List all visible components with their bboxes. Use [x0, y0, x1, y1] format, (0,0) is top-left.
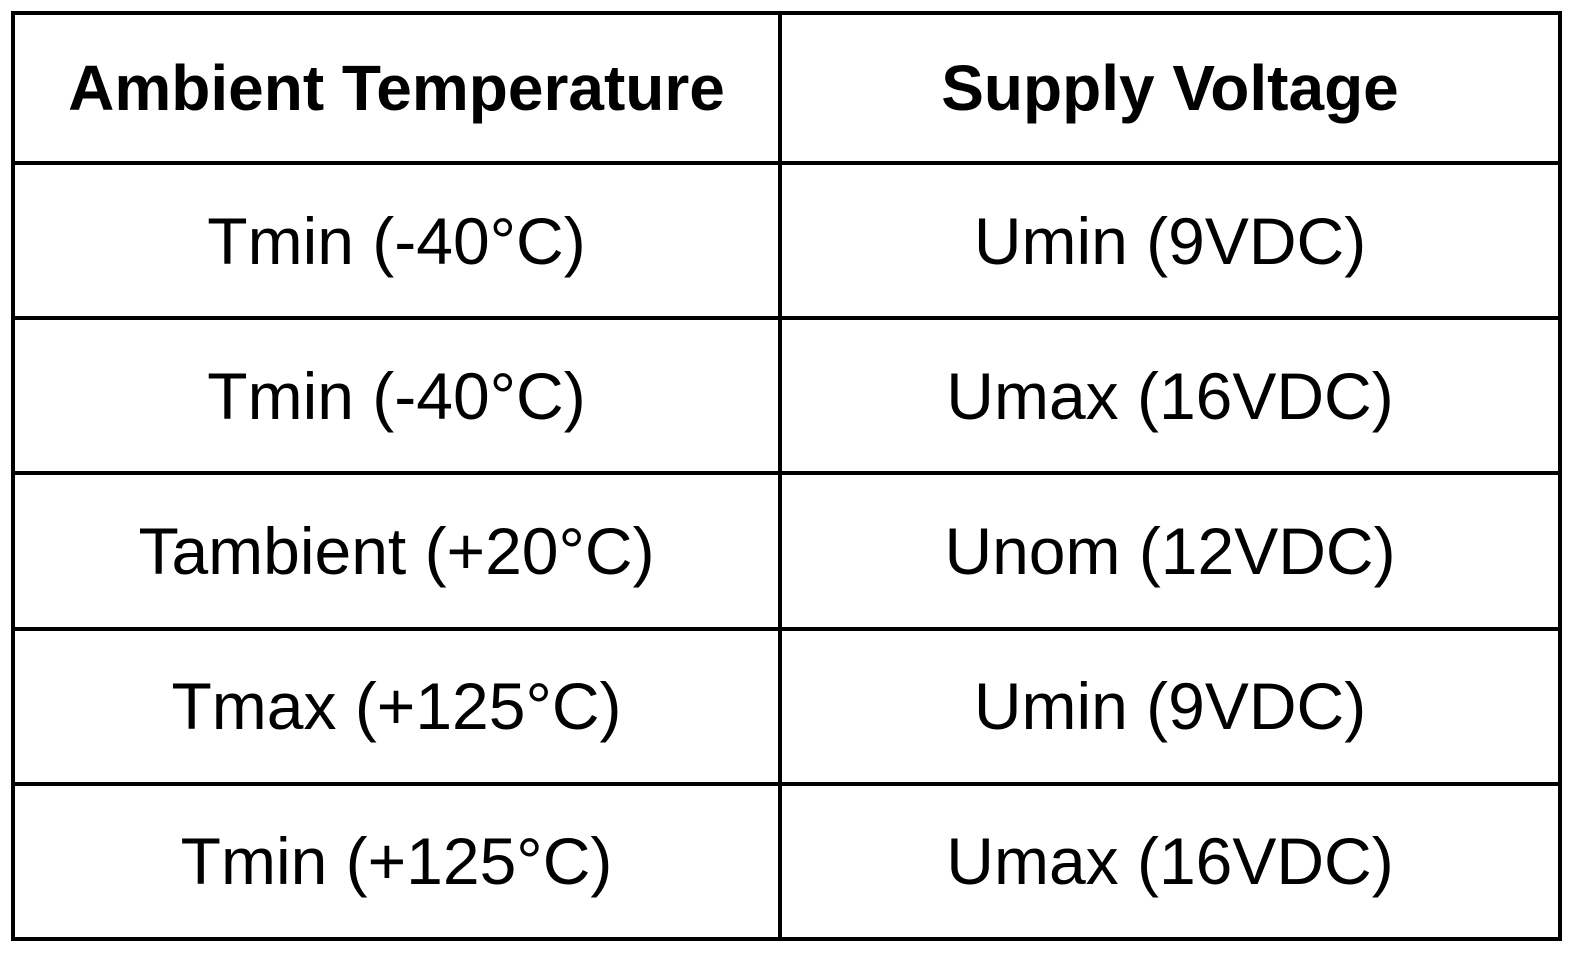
cell-ambient-temperature: Tmin (+125°C) — [11, 781, 782, 942]
test-conditions-table: Ambient Temperature Supply Voltage Tmin … — [11, 11, 1562, 942]
cell-supply-voltage: Unom (12VDC) — [778, 471, 1562, 631]
test-conditions-table-wrapper: Ambient Temperature Supply Voltage Tmin … — [11, 11, 1562, 942]
cell-supply-voltage: Umin (9VDC) — [778, 160, 1562, 321]
cell-supply-voltage: Umax (16VDC) — [778, 781, 1562, 942]
table-row: Tmin (-40°C) Umax (16VDC) — [11, 316, 1562, 476]
cell-supply-voltage: Umin (9VDC) — [778, 626, 1562, 786]
cell-supply-voltage: Umax (16VDC) — [778, 316, 1562, 476]
header-ambient-temperature: Ambient Temperature — [11, 11, 782, 165]
cell-ambient-temperature: Tmin (-40°C) — [11, 160, 782, 321]
cell-ambient-temperature: Tmin (-40°C) — [11, 316, 782, 476]
table-row: Tmax (+125°C) Umin (9VDC) — [11, 626, 1562, 786]
table-header-row: Ambient Temperature Supply Voltage — [11, 11, 1562, 165]
cell-ambient-temperature: Tmax (+125°C) — [11, 626, 782, 786]
table-row: Tmin (+125°C) Umax (16VDC) — [11, 781, 1562, 942]
cell-ambient-temperature: Tambient (+20°C) — [11, 471, 782, 631]
header-supply-voltage: Supply Voltage — [778, 11, 1562, 165]
table-row: Tambient (+20°C) Unom (12VDC) — [11, 471, 1562, 631]
table-row: Tmin (-40°C) Umin (9VDC) — [11, 160, 1562, 321]
